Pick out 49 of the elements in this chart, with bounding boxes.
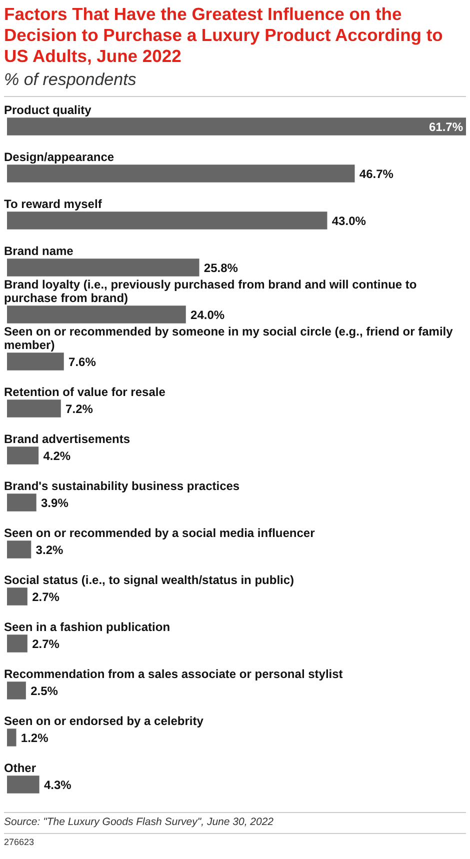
data-label: 3.9% <box>41 496 69 510</box>
data-label: 2.7% <box>32 636 60 651</box>
y-tick-label: Other <box>4 761 36 775</box>
y-tick-label: Brand name <box>4 244 74 258</box>
y-tick-label: Social status (i.e., to signal wealth/status in public) <box>4 573 294 587</box>
y-tick-label: To reward myself <box>4 197 103 211</box>
chart-subtitle: % of respondents <box>4 70 466 97</box>
data-label: 43.0% <box>332 214 366 228</box>
data-label: 2.5% <box>30 684 58 698</box>
data-label: 2.7% <box>32 590 60 604</box>
bar <box>7 352 64 370</box>
bar <box>7 212 328 230</box>
chart-title: Factors That Have the Greatest Influence on the Decision to Purchase a Luxury Product According to US Adults, June 2022 <box>4 4 444 67</box>
y-tick-label: Seen in a fashion publication <box>4 620 170 634</box>
y-tick-label: Seen on or recommended by a social media influencer <box>4 526 316 540</box>
bar <box>7 682 26 700</box>
y-tick-label: Seen on or recommended by someone in my social circle (e.g., friend or family member) <box>4 324 454 352</box>
bar <box>7 728 16 746</box>
data-label: 25.8% <box>204 260 238 275</box>
text: 276623 <box>4 833 466 847</box>
data-label: 61.7% <box>428 120 464 134</box>
y-tick-label: Design/appearance <box>4 150 114 164</box>
y-tick-label: Brand's sustainability business practices <box>4 479 240 493</box>
y-tick-label: Retention of value for resale <box>4 385 166 399</box>
bar <box>7 306 186 324</box>
bar <box>7 494 36 512</box>
bar <box>7 258 200 276</box>
data-label: 7.6% <box>68 354 96 369</box>
data-label: 4.2% <box>43 448 71 463</box>
bar <box>7 634 28 652</box>
y-tick-label: Seen on or endorsed by a celebrity <box>4 714 204 728</box>
bar <box>7 776 40 794</box>
source-note: Source: "The Luxury Goods Flash Survey", June 30, 2022 <box>4 812 466 829</box>
data-label: 3.2% <box>36 542 64 557</box>
data-label: 24.0% <box>190 308 225 322</box>
bar <box>7 164 355 182</box>
bar <box>7 588 28 606</box>
bar <box>7 446 39 464</box>
y-tick-label: Brand loyalty (i.e., previously purchased from brand and will continue to purchase from brand) <box>4 278 417 305</box>
data-label: 1.2% <box>20 730 49 745</box>
bar <box>7 540 32 558</box>
data-label: 46.7% <box>359 166 394 181</box>
y-tick-label: Product quality <box>4 103 92 117</box>
y-tick-label: Brand advertisements <box>4 432 130 446</box>
y-tick-label: Recommendation from a sales associate or personal stylist <box>4 667 343 681</box>
data-label: 4.3% <box>44 778 72 792</box>
bar <box>7 118 466 136</box>
data-label: 7.2% <box>66 402 94 416</box>
bar <box>7 400 61 418</box>
